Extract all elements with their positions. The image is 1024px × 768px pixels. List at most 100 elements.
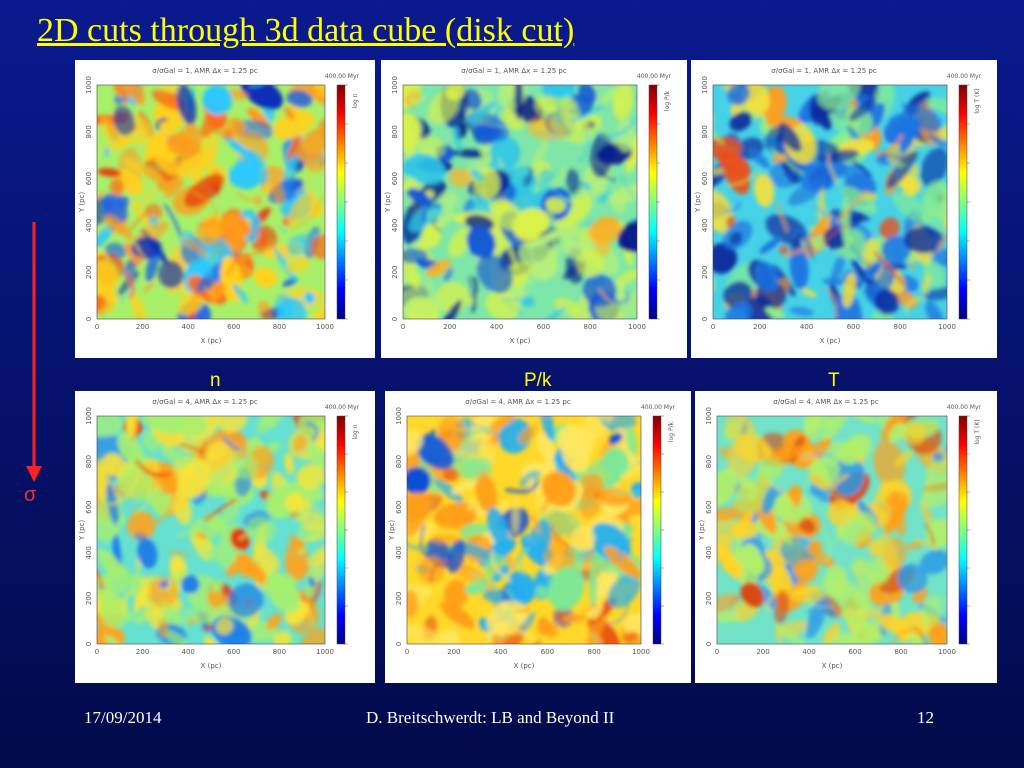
x-tick-label: 400 xyxy=(490,323,503,331)
x-tick-label: 1000 xyxy=(632,648,650,656)
y-tick-label: 200 xyxy=(701,266,709,279)
footer-author: D. Breitschwerdt: LB and Beyond II xyxy=(366,708,615,727)
column-label-temperature: T xyxy=(828,370,840,391)
simulation-plot: σ/σGal = 4, AMR Δx = 1.25 pc 400.00 Myr 00… xyxy=(698,398,982,670)
plot-header: σ/σGal = 1, AMR Δx = 1.25 pc xyxy=(771,67,877,75)
plot-header: σ/σGal = 1, AMR Δx = 1.25 pc xyxy=(152,67,258,75)
x-tick-label: 800 xyxy=(894,648,907,656)
y-tick-label: 600 xyxy=(391,172,399,185)
colorbar xyxy=(652,415,662,645)
x-tick-label: 200 xyxy=(753,323,766,331)
y-tick-label: 600 xyxy=(85,172,93,185)
x-axis-label: X (pc) xyxy=(822,662,843,670)
x-tick-label: 800 xyxy=(894,323,907,331)
colorbar-label: log n xyxy=(352,93,359,108)
simulation-plot: σ/σGal = 1, AMR Δx = 1.25 pc 400.00 Myr 00… xyxy=(78,67,360,345)
y-tick-label: 400 xyxy=(85,219,93,232)
x-tick-label: 400 xyxy=(802,648,815,656)
y-tick-label: 600 xyxy=(701,172,709,185)
y-tick-label: 0 xyxy=(391,317,399,321)
x-tick-label: 400 xyxy=(800,323,813,331)
y-tick-label: 0 xyxy=(701,317,709,321)
y-tick-label: 600 xyxy=(395,501,403,514)
colorbar xyxy=(958,84,968,320)
y-axis-label: Y (pc) xyxy=(384,192,392,214)
sigma-label: σ xyxy=(24,484,37,506)
y-tick-label: 400 xyxy=(701,219,709,232)
x-tick-label: 0 xyxy=(715,648,719,656)
colorbar-label: log T (K) xyxy=(974,419,981,444)
y-tick-label: 0 xyxy=(85,642,93,646)
x-tick-label: 200 xyxy=(136,648,149,656)
x-axis-label: X (pc) xyxy=(201,662,222,670)
color-field xyxy=(97,416,325,644)
x-tick-label: 400 xyxy=(494,648,507,656)
plot-pressure-sigma1: σ/σGal = 1, AMR Δx = 1.25 pc 400.00 Myr 0 0… xyxy=(381,60,687,358)
y-tick-label: 800 xyxy=(705,455,713,468)
y-tick-label: 0 xyxy=(395,642,403,646)
plot-time-label: 400.00 Myr xyxy=(641,404,676,411)
x-tick-label: 200 xyxy=(447,648,460,656)
x-tick-label: 200 xyxy=(136,323,149,331)
y-axis-label: Y (pc) xyxy=(694,192,702,214)
x-tick-label: 1000 xyxy=(938,323,956,331)
footer-page-number: 12 xyxy=(917,708,934,727)
y-tick-label: 1000 xyxy=(85,76,93,94)
x-tick-label: 800 xyxy=(584,323,597,331)
y-tick-label: 800 xyxy=(391,125,399,138)
y-axis-label: Y (pc) xyxy=(698,520,706,542)
x-tick-label: 800 xyxy=(273,648,286,656)
x-tick-label: 0 xyxy=(405,648,409,656)
slide-title: 2D cuts through 3d data cube (disk cut) xyxy=(37,12,575,49)
y-tick-label: 200 xyxy=(391,266,399,279)
sigma-arrow-icon xyxy=(26,222,42,482)
y-tick-label: 1000 xyxy=(705,407,713,425)
y-tick-label: 200 xyxy=(85,266,93,279)
y-tick-label: 400 xyxy=(705,546,713,559)
x-tick-label: 600 xyxy=(227,648,240,656)
plot-header: σ/σGal = 4, AMR Δx = 1.25 pc xyxy=(152,398,258,406)
x-axis-label: X (pc) xyxy=(201,337,222,345)
color-field xyxy=(403,85,637,319)
color-field xyxy=(713,85,947,319)
plot-time-label: 400.00 Myr xyxy=(325,404,360,411)
y-tick-label: 800 xyxy=(701,125,709,138)
x-tick-label: 200 xyxy=(756,648,769,656)
column-label-pressure: P/k xyxy=(524,370,552,391)
x-tick-label: 600 xyxy=(537,323,550,331)
plot-temperature-sigma1: σ/σGal = 1, AMR Δx = 1.25 pc 400.00 Myr 0 0… xyxy=(691,60,997,358)
x-tick-label: 1000 xyxy=(316,323,334,331)
x-tick-label: 0 xyxy=(711,323,715,331)
plot-time-label: 400.00 Myr xyxy=(947,73,982,80)
colorbar xyxy=(336,84,346,320)
x-tick-label: 600 xyxy=(847,323,860,331)
x-tick-label: 800 xyxy=(588,648,601,656)
plot-density-sigma1: σ/σGal = 1, AMR Δx = 1.25 pc 400.00 Myr 0 0… xyxy=(75,60,375,358)
y-tick-label: 200 xyxy=(395,592,403,605)
x-tick-label: 200 xyxy=(443,323,456,331)
y-tick-label: 400 xyxy=(391,219,399,232)
y-tick-label: 200 xyxy=(705,592,713,605)
y-axis-label: Y (pc) xyxy=(78,192,86,214)
simulation-plot: σ/σGal = 1, AMR Δx = 1.25 pc 400.00 Myr 00… xyxy=(694,67,982,345)
y-tick-label: 0 xyxy=(85,317,93,321)
y-tick-label: 1000 xyxy=(391,76,399,94)
y-tick-label: 1000 xyxy=(701,76,709,94)
x-tick-label: 1000 xyxy=(938,648,956,656)
x-tick-label: 600 xyxy=(848,648,861,656)
footer-date: 17/09/2014 xyxy=(84,708,162,727)
color-field xyxy=(717,416,947,644)
x-tick-label: 400 xyxy=(182,323,195,331)
y-tick-label: 1000 xyxy=(395,407,403,425)
color-field xyxy=(407,416,641,644)
simulation-plot: σ/σGal = 4, AMR Δx = 1.25 pc 400.00 Myr 00… xyxy=(388,398,676,670)
y-tick-label: 800 xyxy=(85,125,93,138)
colorbar-label: log n xyxy=(352,424,359,439)
column-label-density: n xyxy=(210,370,221,391)
y-axis-label: Y (pc) xyxy=(388,520,396,542)
y-axis-label: Y (pc) xyxy=(78,520,86,542)
y-tick-label: 800 xyxy=(395,455,403,468)
x-tick-label: 400 xyxy=(182,648,195,656)
simulation-plot: σ/σGal = 1, AMR Δx = 1.25 pc 400.00 Myr 00… xyxy=(384,67,672,345)
x-tick-label: 0 xyxy=(401,323,405,331)
